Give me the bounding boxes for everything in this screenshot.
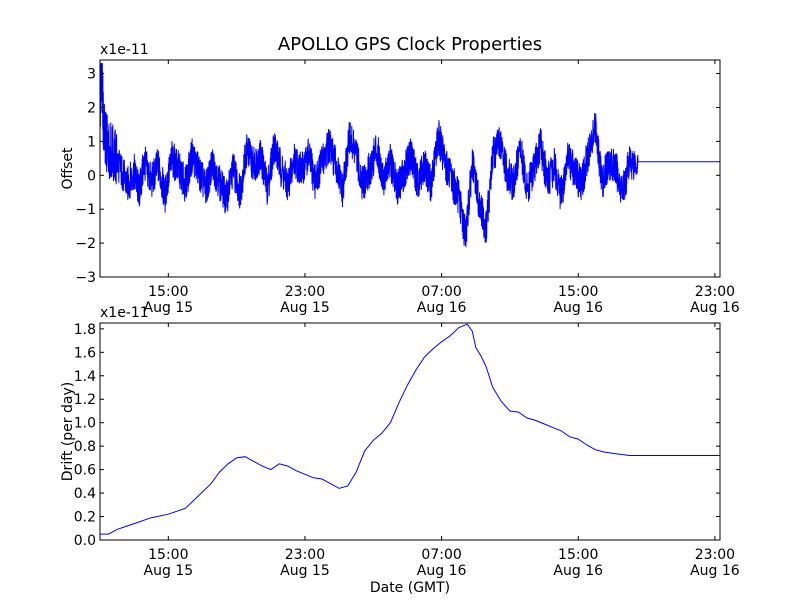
ytick-label: −1 bbox=[75, 202, 96, 218]
xtick-label-date: Aug 16 bbox=[690, 300, 740, 316]
xtick-label-time: 15:00 bbox=[558, 547, 598, 563]
ytick-label: 0.0 bbox=[74, 533, 96, 549]
ytick-label: −3 bbox=[75, 270, 96, 286]
ytick-label: 1.2 bbox=[74, 392, 96, 408]
xtick-label-date: Aug 16 bbox=[690, 563, 740, 579]
ytick-label: 1.8 bbox=[74, 322, 96, 338]
x-axis-label: Date (GMT) bbox=[370, 580, 450, 596]
ytick-label: 0.8 bbox=[74, 439, 96, 455]
xtick-label-time: 23:00 bbox=[695, 547, 735, 563]
xtick-label-time: 23:00 bbox=[285, 284, 325, 300]
axis-offset-label: x1e-11 bbox=[100, 305, 149, 321]
xtick-label-date: Aug 16 bbox=[553, 563, 603, 579]
xtick-label-date: Aug 16 bbox=[417, 300, 467, 316]
ytick-label: 0.6 bbox=[74, 463, 96, 479]
xtick-label-time: 23:00 bbox=[285, 547, 325, 563]
offset-series-line bbox=[100, 62, 720, 248]
axes-frame bbox=[99, 322, 721, 541]
ytick-label: −2 bbox=[75, 236, 96, 252]
xtick-label-date: Aug 15 bbox=[144, 563, 194, 579]
y-axis-label: Drift (per day) bbox=[60, 382, 76, 481]
xtick-label-time: 07:00 bbox=[421, 547, 461, 563]
ytick-label: 1.4 bbox=[74, 369, 96, 385]
ytick-label: 0.4 bbox=[74, 486, 96, 502]
xtick-label-time: 07:00 bbox=[421, 284, 461, 300]
ytick-label: 1.0 bbox=[74, 416, 96, 432]
ytick-label: 0 bbox=[87, 168, 96, 184]
xtick-label-time: 23:00 bbox=[695, 284, 735, 300]
xtick-label-date: Aug 16 bbox=[553, 300, 603, 316]
xtick-label-time: 15:00 bbox=[148, 284, 188, 300]
xtick-label-date: Aug 16 bbox=[417, 563, 467, 579]
ytick-label: 3 bbox=[87, 67, 96, 83]
xtick-label-time: 15:00 bbox=[148, 547, 188, 563]
drift-series-line bbox=[100, 323, 720, 535]
xtick-label-time: 15:00 bbox=[558, 284, 598, 300]
y-axis-label: Offset bbox=[60, 147, 76, 190]
ytick-label: 0.2 bbox=[74, 510, 96, 526]
xtick-label-date: Aug 15 bbox=[280, 563, 330, 579]
ytick-label: 2 bbox=[87, 100, 96, 116]
ytick-label: 1.6 bbox=[74, 345, 96, 361]
axes-frame bbox=[99, 59, 721, 278]
xtick-label-date: Aug 15 bbox=[144, 300, 194, 316]
xtick-label-date: Aug 15 bbox=[280, 300, 330, 316]
ytick-label: 1 bbox=[87, 134, 96, 150]
axis-offset-label: x1e-11 bbox=[100, 42, 149, 58]
chart-title: APOLLO GPS Clock Properties bbox=[278, 34, 542, 55]
